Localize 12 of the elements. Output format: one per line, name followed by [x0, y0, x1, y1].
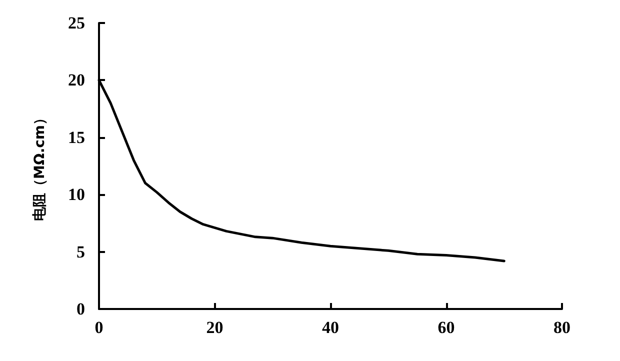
y-axis-title: 电阻（MΩ.cm）: [32, 110, 48, 222]
y-tick-label: 0: [76, 300, 85, 318]
x-tick-label: 40: [322, 318, 339, 337]
y-tick-label: 5: [76, 242, 85, 262]
x-tick-label: 60: [438, 318, 455, 337]
y-tick-label: 20: [68, 70, 85, 90]
x-tick-label: 20: [206, 318, 224, 337]
y-tick-label: 25: [68, 14, 85, 32]
x-tick-label: 0: [94, 318, 104, 337]
x-tick-label: 80: [554, 318, 570, 337]
y-tick-label: 10: [68, 185, 85, 204]
y-tick-label: 15: [68, 128, 85, 147]
